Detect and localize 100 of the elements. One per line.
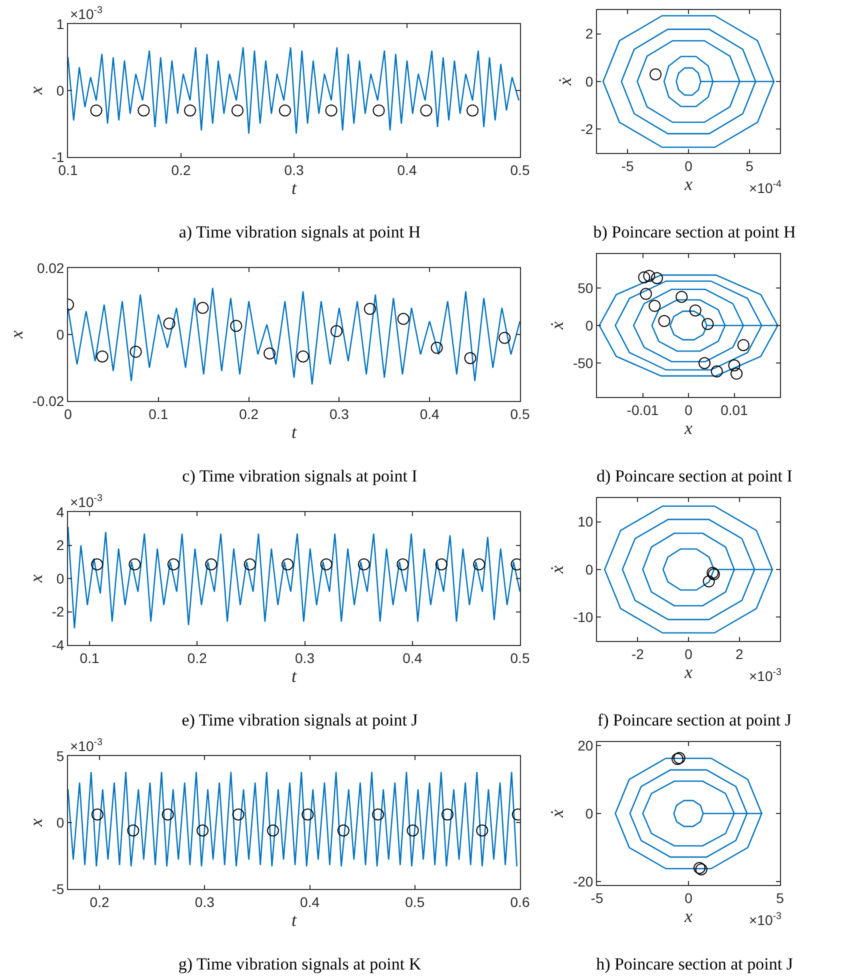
x-tick-label: 0.4: [402, 650, 422, 666]
y-tick-label: 2: [585, 26, 594, 42]
x-axis-title: x: [684, 418, 692, 438]
y-tick-label: -20: [572, 874, 594, 890]
x-axis-title: x: [684, 662, 692, 682]
x-tick-label: 2: [735, 646, 744, 662]
point: [648, 300, 661, 312]
point: [163, 318, 176, 330]
y-axis-title: x: [26, 574, 46, 584]
point: [464, 352, 476, 364]
point: [643, 270, 656, 282]
point: [640, 288, 652, 300]
x-axis-title: t: [291, 422, 298, 442]
x-tick-label: 0.2: [90, 894, 110, 910]
x-tick-label: 5: [776, 890, 784, 906]
y-axis-title: ẋ: [547, 322, 568, 330]
y-tick-label: 0: [585, 73, 594, 90]
point: [650, 272, 663, 284]
y-tick-label: 1: [56, 16, 64, 32]
y-tick-label: -2: [580, 121, 594, 138]
text: ×10$^{-3}$: [70, 493, 104, 510]
point: [658, 314, 670, 327]
x-tick-label: 0.4: [300, 894, 320, 910]
y-tick-label: 50: [578, 280, 594, 296]
x-tick-label: 0: [684, 646, 693, 662]
x-tick-label: -5: [621, 158, 634, 174]
x-axis-title: t: [291, 910, 298, 930]
text: h) Poincare section at point J: [596, 954, 794, 974]
x-tick-label: 0.5: [405, 894, 425, 910]
y-tick-label: -0.02: [32, 392, 64, 409]
text: ×10$^{-3}$: [749, 911, 782, 928]
x-tick-label: 0.3: [284, 162, 304, 178]
text: b) Poincare section at point H: [593, 222, 796, 242]
text: ×10$^{-3}$: [70, 737, 104, 754]
x-tick-label: 0.4: [420, 406, 440, 422]
point: [702, 575, 715, 588]
x-tick-label: 5: [746, 158, 754, 174]
x-tick-label: 0.01: [720, 402, 748, 418]
line-series: [68, 46, 520, 134]
point: [264, 347, 276, 360]
x-tick-label: 0: [684, 402, 693, 418]
x-tick-label: -2: [631, 646, 644, 662]
x-tick-label: 0: [684, 890, 693, 906]
line-series: [68, 771, 518, 868]
x-tick-label: 0.2: [239, 406, 259, 422]
point: [702, 318, 714, 330]
line-series: [602, 15, 775, 148]
text: ×10$^{-3}$: [70, 5, 104, 22]
x-tick-label: 0.1: [80, 650, 100, 666]
x-tick-label: 0.2: [187, 650, 208, 666]
point: [230, 320, 242, 332]
y-tick-label: 10: [578, 514, 594, 530]
point: [130, 346, 142, 358]
point: [364, 302, 376, 315]
y-tick-label: 0: [56, 326, 64, 342]
text: ×10$^{-3}$: [749, 667, 782, 684]
x-tick-label: 0.3: [194, 894, 215, 910]
text: f) Poincare section at point J: [597, 710, 792, 730]
text: c) Time vibration signals at point I: [182, 466, 418, 486]
text: g) Time vibration signals at point K: [178, 954, 422, 974]
y-axis-title: x: [26, 818, 46, 828]
line-series: [68, 526, 520, 630]
point: [297, 350, 310, 362]
point: [330, 325, 342, 338]
text: e) Time vibration signals at point J: [182, 710, 418, 730]
x-axis-title: t: [291, 178, 298, 198]
x-tick-label: 0.5: [510, 650, 530, 666]
y-axis-title: x: [6, 330, 26, 340]
y-tick-label: 5: [56, 748, 64, 764]
y-tick-label: 0: [56, 570, 64, 586]
y-tick-label: -4: [52, 636, 64, 653]
x-tick-label: 0.3: [295, 650, 315, 666]
line-series: [68, 287, 520, 386]
y-tick-label: 0: [56, 82, 64, 98]
text: d) Poincare section at point I: [596, 466, 793, 486]
y-tick-label: 4: [56, 504, 64, 520]
y-tick-label: 0: [585, 805, 594, 822]
y-tick-label: 0: [585, 317, 594, 334]
y-axis-title: x: [26, 86, 46, 96]
y-tick-label: 20: [578, 737, 594, 754]
point: [710, 365, 723, 378]
point: [638, 271, 650, 284]
point: [498, 332, 511, 344]
x-tick-label: 0.5: [510, 406, 530, 422]
x-tick-label: 0.4: [397, 162, 417, 178]
y-axis-title: ẋ: [547, 566, 568, 574]
x-axis-title: x: [684, 174, 692, 194]
text: a) Time vibration signals at point H: [178, 222, 421, 242]
y-tick-label: -50: [572, 355, 594, 372]
y-tick-label: -2: [52, 604, 64, 620]
point: [689, 304, 702, 316]
y-tick-label: 0: [56, 814, 64, 830]
point: [196, 302, 209, 314]
x-tick-label: -0.01: [626, 402, 659, 418]
x-axis-title: t: [291, 666, 298, 686]
line-series: [614, 758, 762, 870]
point: [397, 312, 410, 325]
x-tick-label: 0.3: [329, 406, 350, 422]
y-axis-title: ẋ: [547, 810, 568, 818]
x-tick-label: 0.1: [148, 406, 168, 422]
